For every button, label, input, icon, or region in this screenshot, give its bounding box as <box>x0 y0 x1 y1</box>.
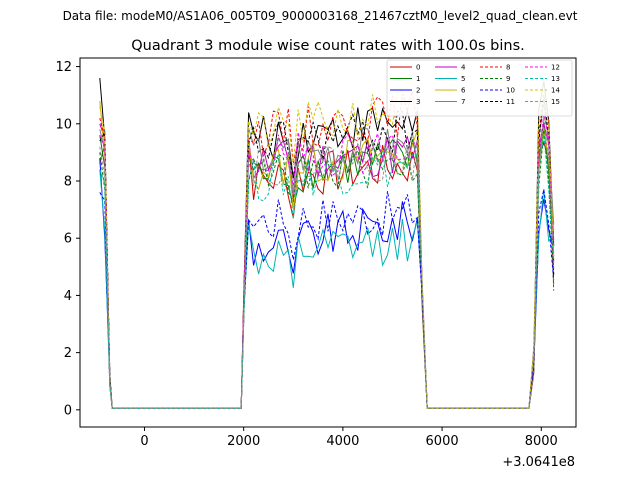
y-tick-label: 2 <box>64 346 72 361</box>
legend-label-14: 14 <box>551 87 560 95</box>
series-line-0 <box>99 140 555 409</box>
y-tick-label: 4 <box>64 289 72 304</box>
series-line-13 <box>99 133 555 409</box>
legend-label-0: 0 <box>416 64 420 72</box>
series-line-5 <box>99 169 555 409</box>
legend-label-2: 2 <box>416 87 420 95</box>
legend-label-7: 7 <box>461 98 465 106</box>
x-tick-label: 6000 <box>426 434 459 449</box>
series-line-1 <box>99 122 555 409</box>
legend-label-6: 6 <box>461 87 466 95</box>
y-tick-label: 10 <box>55 117 72 132</box>
x-tick-label: 4000 <box>326 434 359 449</box>
series-line-12 <box>99 114 555 409</box>
legend-label-10: 10 <box>506 87 515 95</box>
legend-label-13: 13 <box>551 75 560 83</box>
legend-label-4: 4 <box>461 64 466 72</box>
y-tick-label: 12 <box>55 60 72 75</box>
axes-frame <box>79 57 577 428</box>
series-line-7 <box>99 102 555 409</box>
series-line-15 <box>99 115 555 409</box>
legend-label-5: 5 <box>461 75 465 83</box>
series-line-2 <box>99 158 555 409</box>
plot-lines <box>99 77 555 409</box>
legend-label-11: 11 <box>506 98 515 106</box>
x-axis: 0 2000 4000 6000 8000 <box>140 427 558 449</box>
series-line-10 <box>99 189 555 409</box>
x-tick-label: 0 <box>140 434 148 449</box>
series-line-11 <box>99 94 555 409</box>
legend-label-12: 12 <box>551 64 560 72</box>
suptitle: Data file: modeM0/AS1A06_005T09_90000031… <box>63 9 578 23</box>
x-offset-label: +3.0641e8 <box>502 455 575 470</box>
legend-label-3: 3 <box>416 98 420 106</box>
legend-label-8: 8 <box>506 64 510 72</box>
y-tick-label: 0 <box>64 403 72 418</box>
x-tick-label: 2000 <box>227 434 260 449</box>
legend-label-15: 15 <box>551 98 560 106</box>
legend-frame <box>386 59 573 117</box>
chart-title: Quadrant 3 module wise count rates with … <box>131 38 525 54</box>
y-tick-label: 8 <box>64 175 72 190</box>
legend-label-9: 9 <box>506 75 510 83</box>
series-line-9 <box>99 129 555 409</box>
series-line-6 <box>99 100 555 409</box>
x-tick-label: 8000 <box>525 434 558 449</box>
y-tick-label: 6 <box>64 232 72 247</box>
y-axis: 0 2 4 6 8 10 12 <box>55 60 80 418</box>
legend-label-1: 1 <box>416 75 420 83</box>
